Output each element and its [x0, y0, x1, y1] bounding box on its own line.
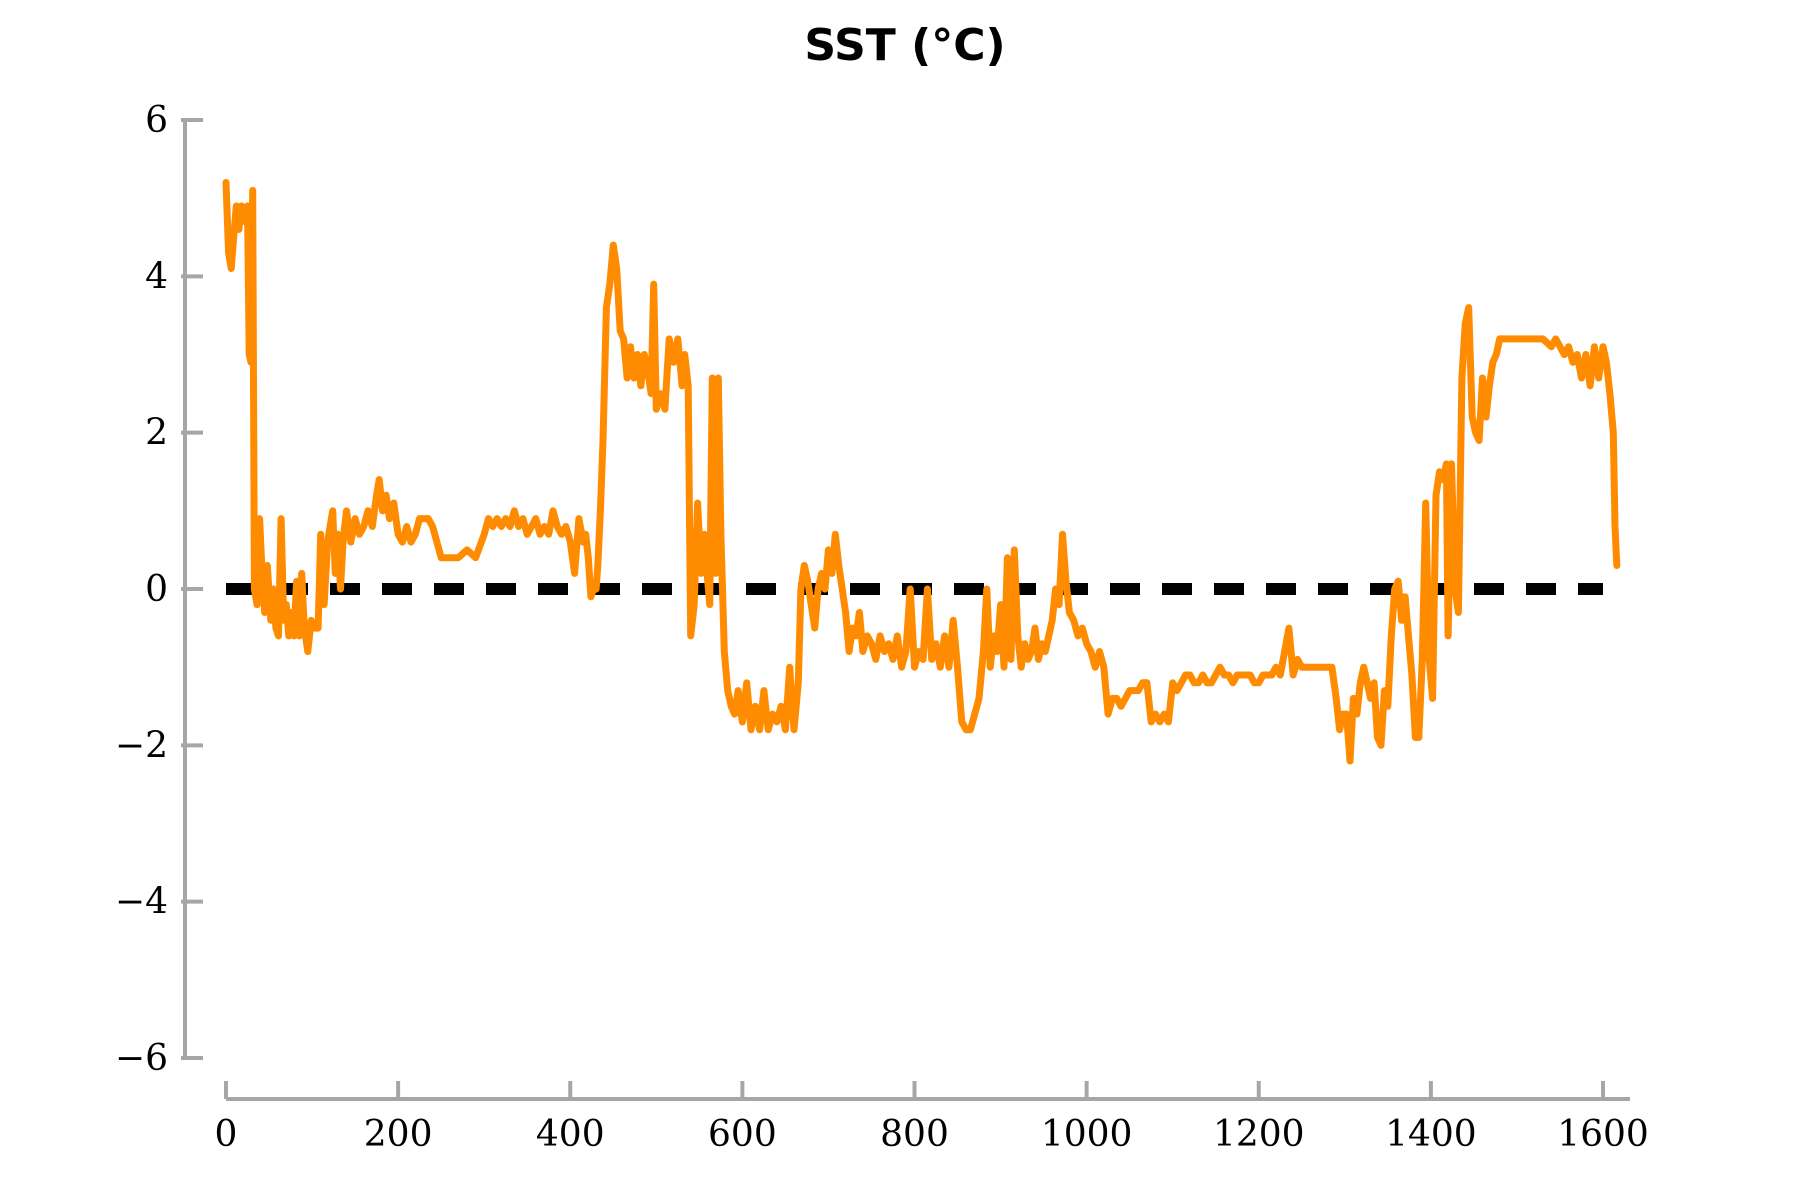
x-axis-ticks: 0 200 400 600 800 1000 1200 1400 1600 [215, 1081, 1649, 1155]
x-tick-label: 1600 [1557, 1114, 1649, 1155]
x-tick-label: 600 [708, 1114, 777, 1155]
y-tick-label: 0 [145, 569, 168, 610]
y-tick-label: 2 [145, 413, 168, 454]
sst-series-line [222, 179, 1621, 765]
y-tick-label: −4 [115, 882, 168, 923]
y-tick-label: −2 [115, 725, 168, 766]
x-tick-label: 0 [215, 1114, 238, 1155]
y-axis-ticks: 6 4 2 0 −2 −4 −6 [115, 100, 203, 1079]
x-tick-label: 1400 [1385, 1114, 1477, 1155]
y-tick-label: −6 [115, 1038, 168, 1079]
y-tick-label: 4 [145, 256, 168, 297]
x-tick-label: 200 [364, 1114, 433, 1155]
chart-title: SST (°C) [804, 20, 1005, 71]
x-tick-label: 400 [536, 1114, 605, 1155]
x-tick-label: 1200 [1213, 1114, 1305, 1155]
y-tick-label: 6 [145, 100, 168, 141]
x-tick-label: 1000 [1041, 1114, 1133, 1155]
series-layer [222, 179, 1621, 765]
x-tick-label: 800 [880, 1114, 949, 1155]
